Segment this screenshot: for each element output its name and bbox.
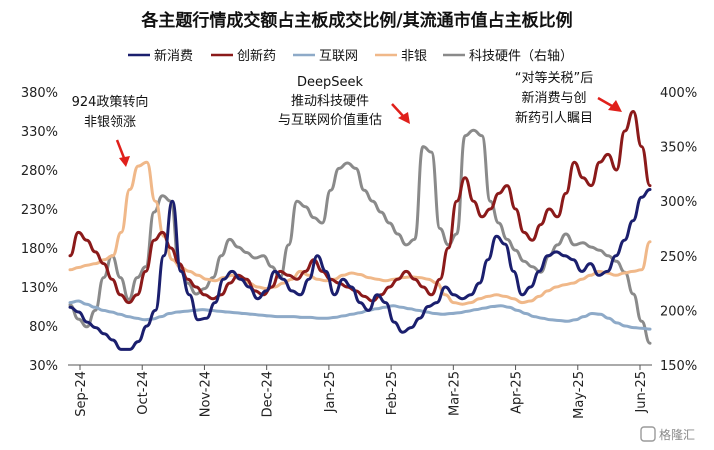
y-left-tick-label: 380% (21, 86, 58, 101)
x-tick-label: Apr-25 (510, 371, 525, 414)
legend: 新消费 创新药 互联网 非银 科技硬件（右轴） (128, 48, 573, 64)
annotation-924-policy: 924政策转向 非银领涨 (72, 94, 149, 167)
x-tick-label: Dec-24 (261, 371, 276, 417)
x-tick-label: Feb-25 (385, 371, 400, 415)
legend-label-internet: 互联网 (319, 49, 358, 64)
x-tick-label: May-25 (572, 371, 587, 419)
y-right-tick-label: 350% (660, 141, 697, 156)
y-right-tick-label: 150% (660, 359, 697, 374)
y-left-tick-label: 130% (21, 281, 58, 296)
annotation-deepseek-line2: 推动科技硬件 (291, 94, 369, 109)
y-right-tick-label: 200% (660, 304, 697, 319)
y-right-tick-label: 300% (660, 195, 697, 210)
watermark-text: 格隆汇 (659, 427, 695, 442)
annotation-deepseek-arrow-shaft (391, 103, 405, 118)
legend-label-tech-hardware: 科技硬件（右轴） (469, 49, 573, 64)
annotation-deepseek: DeepSeek 推动科技硬件 与互联网价值重估 (278, 75, 410, 128)
y-right-tick-label: 400% (660, 86, 697, 101)
watermark-logo-icon (640, 426, 656, 442)
y-right-tick-label: 250% (660, 250, 697, 265)
x-tick-label: Mar-25 (447, 371, 462, 416)
annotation-tariff-arrow-shaft (597, 96, 613, 108)
series-line-0 (68, 188, 652, 351)
annotation-deepseek-line3: 与互联网价值重估 (278, 112, 382, 128)
annotation-deepseek-arrow-head (398, 112, 410, 124)
x-tick-label: Nov-24 (198, 371, 213, 417)
x-tick-label: Jan-25 (323, 371, 338, 413)
y-left-tick-label: 330% (21, 125, 58, 140)
annotation-tariff-line3: 新药引人瞩目 (515, 110, 593, 126)
y-left-tick-label: 30% (29, 359, 58, 374)
annotation-924-line2: 非银领涨 (84, 115, 136, 130)
annotation-tariff: “对等关税”后 新消费与创 新药引人瞩目 (515, 70, 622, 126)
series-lines (68, 110, 652, 351)
legend-label-non-bank: 非银 (401, 49, 427, 64)
annotation-tariff-line1: “对等关税”后 (515, 70, 593, 86)
y-left-tick-label: 280% (21, 164, 58, 179)
watermark: 格隆汇 (640, 426, 695, 442)
annotation-924-arrow-shaft (115, 139, 126, 159)
series-line-2 (68, 299, 652, 331)
x-tick-label: Sep-24 (74, 371, 89, 417)
annotation-tariff-arrow-head (608, 100, 622, 112)
y-left-tick-label: 230% (21, 203, 58, 218)
annotation-tariff-line2: 新消费与创 (521, 90, 586, 106)
chart-title: 各主题行情成交额占主板成交比例/其流通市值占主板比例 (140, 10, 572, 31)
y-left-tick-label: 180% (21, 242, 58, 257)
annotation-924-line1: 924政策转向 (72, 94, 149, 110)
x-tick-label: Jun-25 (634, 371, 649, 414)
annotation-deepseek-line1: DeepSeek (297, 75, 364, 90)
axes: 30% 80% 130% 180% 230% 280% 330% 380% 150% 200% 25… (21, 86, 697, 419)
annotation-924-arrow-head (119, 156, 130, 167)
x-tick-label: Oct-24 (136, 371, 151, 415)
y-left-tick-label: 80% (29, 320, 58, 335)
legend-label-new-consumption: 新消费 (154, 48, 193, 64)
legend-label-innovative-drugs: 创新药 (237, 48, 276, 64)
